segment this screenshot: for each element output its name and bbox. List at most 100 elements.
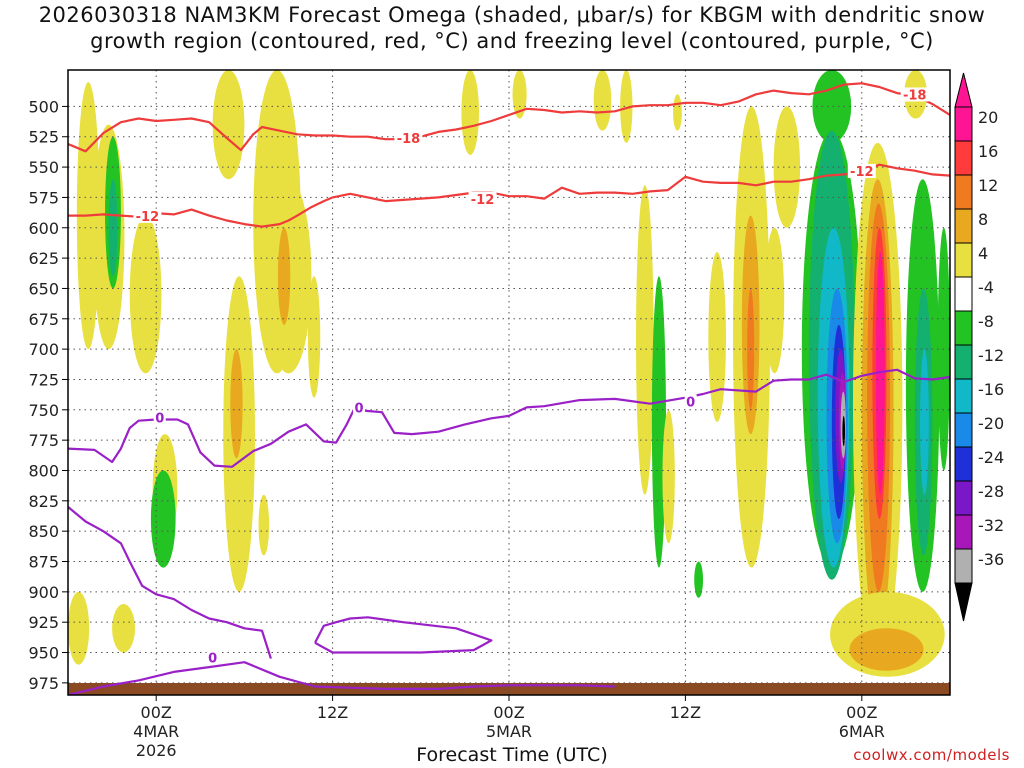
downward-motion-area [694, 561, 704, 598]
upward-motion-area [673, 94, 682, 131]
y-tick-label: 625 [28, 249, 59, 268]
colorbar-swatch [954, 106, 973, 142]
contour-label: -12 [850, 165, 874, 180]
contour-label: 0 [355, 402, 364, 417]
y-tick-label: 850 [28, 522, 59, 541]
y-axis: 500 525 550 575 600 625 650 675 700 725 750 775 800 8… [28, 97, 68, 693]
y-tick-label: 950 [28, 644, 59, 663]
contour-label-bg [684, 394, 697, 409]
colorbar-swatch [954, 480, 973, 516]
colorbar: 20 16 12 8 4 -4 -8 -12 -16 -20 -24 -28 -32 -36 [954, 72, 1004, 622]
y-tick-label: 825 [28, 492, 59, 511]
y-tick-label: 775 [28, 431, 59, 450]
colorbar-label: -24 [978, 448, 1004, 467]
colorbar-swatch [954, 378, 973, 414]
downward-motion-area [150, 470, 176, 568]
contour-label-bg [900, 87, 929, 102]
y-tick-label: 725 [28, 370, 59, 389]
colorbar-swatch [954, 208, 973, 244]
x-tick-label: 12Z [670, 703, 701, 722]
colorbar-label: 20 [978, 108, 998, 127]
downward-motion-area [651, 276, 666, 568]
x-tick-label: 00Z [846, 703, 877, 722]
contour-lines: -18 -18 -12 -12 -12 0 0 0 0 [68, 82, 950, 695]
colorbar-swatch [954, 446, 973, 482]
colorbar-swatch [954, 514, 973, 550]
upward-motion-area [875, 252, 885, 495]
colorbar-arrow-bottom [954, 582, 973, 622]
upward-motion-area [258, 494, 270, 556]
grid-lines [68, 70, 950, 695]
colorbar-swatch [954, 242, 973, 278]
upward-motion-area [129, 215, 162, 374]
credit-text: coolwx.com/models [853, 746, 1010, 764]
upward-motion-area [708, 252, 726, 422]
chart-title-line2: growth region (contoured, red, °C) and f… [90, 29, 934, 53]
colorbar-label: 16 [978, 142, 998, 161]
upward-motion-area [512, 70, 527, 119]
colorbar-label: -12 [978, 346, 1004, 365]
contour-freezing-level-surface [68, 661, 615, 695]
colorbar-label: -36 [978, 550, 1004, 569]
y-tick-label: 925 [28, 613, 59, 632]
upward-motion-area [773, 106, 801, 228]
upward-motion-area [461, 70, 480, 155]
x-tick-date: 4MAR [133, 722, 179, 741]
downward-motion-core [842, 415, 846, 447]
upward-motion-area [230, 349, 243, 459]
y-tick-label: 875 [28, 553, 59, 572]
upward-motion-area [662, 409, 675, 544]
colorbar-label: -4 [978, 278, 994, 297]
colorbar-label: 4 [978, 244, 988, 263]
y-tick-label: 575 [28, 188, 59, 207]
upward-motion-area [112, 603, 136, 653]
y-tick-label: 750 [28, 401, 59, 420]
colorbar-swatch [954, 548, 973, 584]
colorbar-label: -32 [978, 516, 1004, 535]
colorbar-label: -28 [978, 482, 1004, 501]
colorbar-swatch [954, 412, 973, 448]
colorbar-label: -20 [978, 414, 1004, 433]
colorbar-label: 8 [978, 210, 988, 229]
upward-motion-area [307, 276, 321, 398]
upward-motion-area [277, 227, 291, 325]
upward-motion-area [620, 70, 633, 143]
x-tick-label: 00Z [141, 703, 172, 722]
contour-freezing-level-main [68, 368, 950, 468]
colorbar-label: -16 [978, 380, 1004, 399]
contour-label-bg [133, 208, 162, 223]
contour-label: -18 [903, 88, 927, 103]
y-tick-label: 800 [28, 461, 59, 480]
colorbar-arrow-top [954, 72, 973, 108]
contour-label-bg [353, 400, 366, 415]
upward-motion-area [212, 70, 245, 180]
contour-label: -12 [136, 210, 160, 225]
x-tick-date: 5MAR [486, 722, 532, 741]
x-tick-label: 00Z [493, 703, 524, 722]
x-tick-label: 12Z [317, 703, 348, 722]
contour-label: 0 [208, 652, 217, 667]
contour-label-bg [468, 191, 497, 206]
y-tick-label: 525 [28, 128, 59, 147]
colorbar-swatch [954, 140, 973, 176]
upward-motion-area [68, 591, 90, 665]
y-tick-label: 675 [28, 310, 59, 329]
y-tick-label: 700 [28, 340, 59, 359]
colorbar-swatch [954, 276, 973, 312]
colorbar-swatch [954, 344, 973, 380]
x-axis-label: Forecast Time (UTC) [416, 744, 608, 766]
x-tick-year: 2026 [136, 741, 177, 760]
colorbar-swatch [954, 310, 973, 346]
upward-motion-area [593, 70, 612, 131]
colorbar-swatch [954, 174, 973, 210]
contour-label: 0 [155, 411, 164, 426]
x-tick-date: 6MAR [839, 722, 885, 741]
y-tick-label: 900 [28, 583, 59, 602]
y-tick-label: 550 [28, 158, 59, 177]
upward-motion-area [764, 227, 785, 374]
contour-label: -12 [471, 193, 495, 208]
colorbar-label: 12 [978, 176, 998, 195]
ground-surface [68, 683, 950, 695]
